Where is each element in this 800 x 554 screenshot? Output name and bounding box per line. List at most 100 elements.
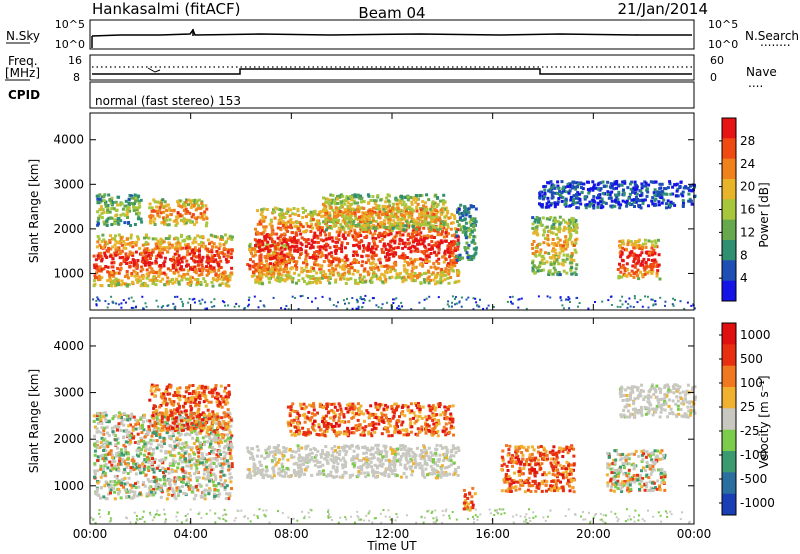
echo-cell [654,180,658,184]
echo-cell [567,218,571,222]
echo-cell [118,457,122,461]
echo-cell [439,281,443,285]
echo-cell [184,492,187,496]
echo-cell [105,249,109,253]
echo-cell [413,221,417,225]
echo-cell [301,277,305,281]
echo-cell [474,248,478,252]
echo-cell [157,271,161,275]
echo-cell [205,260,209,264]
echo-cell [422,204,425,208]
echo-cell [327,268,331,272]
echo-cell [693,307,696,310]
echo-cell [356,269,360,273]
echo-cell [193,297,196,300]
echo-cell [193,198,197,202]
echo-cell [398,271,402,275]
echo-cell [632,198,636,202]
echo-cell [639,244,642,248]
echo-cell [578,198,582,201]
echo-cell [345,197,349,200]
echo-cell [426,211,430,215]
echo-cell [443,207,447,211]
echo-cell [657,200,661,204]
echo-cell [151,451,155,455]
echo-cell [350,218,353,222]
echo-cell [100,216,104,220]
echo-cell [372,199,376,203]
echo-cell [209,474,213,477]
echo-cell [150,434,154,438]
echo-cell [292,235,296,239]
echo-cell [267,252,271,255]
echo-cell [268,222,272,226]
echo-cell [104,480,108,484]
cpid-label: CPID [8,88,40,102]
echo-cell [204,224,208,228]
echo-cell [443,270,447,274]
echo-cell [319,231,323,235]
echo-cell [372,251,376,255]
echo-cell [573,271,577,275]
echo-cell [656,263,660,267]
echo-cell [358,241,361,245]
echo-cell [392,302,395,304]
echo-cell [282,267,286,271]
echo-cell [388,218,392,222]
echo-cell [110,453,114,457]
echo-cell [369,231,373,235]
echo-cell [100,257,104,261]
echo-cell [105,497,109,501]
echo-cell [374,199,378,203]
echo-cell [604,184,608,188]
echo-cell [306,224,310,228]
echo-cell [258,254,262,258]
echo-cell [111,201,115,204]
echo-cell [94,258,98,262]
echo-cell [197,253,201,257]
echo-cell [466,246,470,250]
echo-cell [222,246,226,250]
echo-cell [637,259,641,263]
echo-cell [632,306,635,308]
echo-cell [559,221,563,225]
echo-cell [354,252,357,256]
echo-cell [191,268,195,271]
echo-cell [449,250,453,254]
echo-cell [189,201,193,205]
echo-cell [359,234,363,238]
echo-cell [626,243,630,247]
echo-cell [148,278,152,282]
echo-cell [224,233,227,237]
echo-cell [318,248,322,252]
echo-cell [96,210,100,214]
echo-cell [406,195,410,199]
echo-cell [194,271,198,275]
echo-cell [155,244,159,248]
echo-cell [592,183,596,187]
echo-cell [438,227,442,231]
echo-cell [666,199,670,203]
echo-cell [201,204,204,208]
echo-cell [633,243,637,247]
echo-cell [315,281,319,285]
echo-cell [372,206,376,210]
echo-cell [641,242,645,246]
echo-cell [200,240,203,244]
echo-cell [191,213,195,217]
echo-cell [277,222,281,226]
echo-cell [632,260,636,263]
echo-cell [647,204,650,208]
echo-cell [666,186,670,190]
echo-cell [406,275,410,279]
echo-cell [553,256,557,260]
echo-cell [681,194,685,198]
echo-cell [180,480,184,484]
echo-cell [160,202,163,206]
echo-cell [402,264,406,268]
echo-cell [126,257,129,261]
echo-cell [229,252,233,256]
echo-cell [278,208,282,211]
echo-cell [422,278,426,282]
echo-cell [572,200,576,204]
